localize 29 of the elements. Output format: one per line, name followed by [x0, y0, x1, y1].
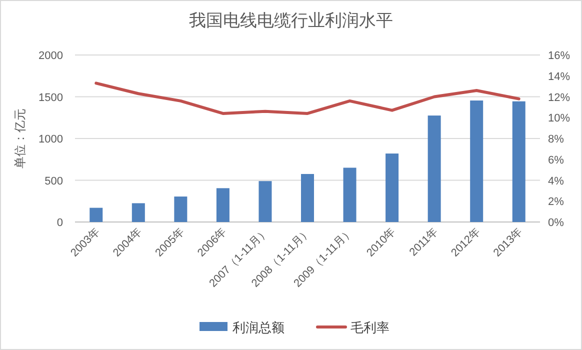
bar [301, 174, 314, 222]
bar [386, 154, 399, 222]
y2-tick-label: 16% [548, 50, 570, 62]
y-axis-title: 单位：亿元 [13, 108, 27, 168]
y-tick-label: 500 [44, 175, 63, 188]
legend-label: 毛利率 [350, 320, 390, 335]
bar [174, 196, 188, 222]
y-tick-label: 2000 [38, 50, 63, 62]
y-tick-label: 1500 [38, 92, 63, 104]
bar [258, 181, 272, 222]
y2-tick-label: 6% [548, 154, 564, 166]
bar [343, 168, 356, 222]
y2-tick-label: 2% [548, 196, 564, 208]
bar [216, 188, 230, 222]
bar [470, 100, 484, 222]
y2-tick-label: 8% [548, 134, 564, 146]
y2-tick-label: 0% [548, 217, 564, 229]
y2-tick-label: 12% [548, 92, 570, 104]
chart-title: 我国电线电缆行业利润水平 [189, 11, 393, 30]
y2-tick-label: 4% [548, 175, 564, 188]
y-tick-label: 1000 [38, 134, 63, 146]
y-tick-label: 0 [56, 217, 63, 229]
bar [132, 203, 145, 222]
bar [90, 208, 103, 222]
bar [428, 116, 441, 222]
bar [512, 101, 526, 222]
y2-tick-label: 14% [548, 70, 570, 83]
y2-tick-label: 10% [548, 112, 570, 125]
legend-label: 利润总额 [232, 320, 284, 335]
